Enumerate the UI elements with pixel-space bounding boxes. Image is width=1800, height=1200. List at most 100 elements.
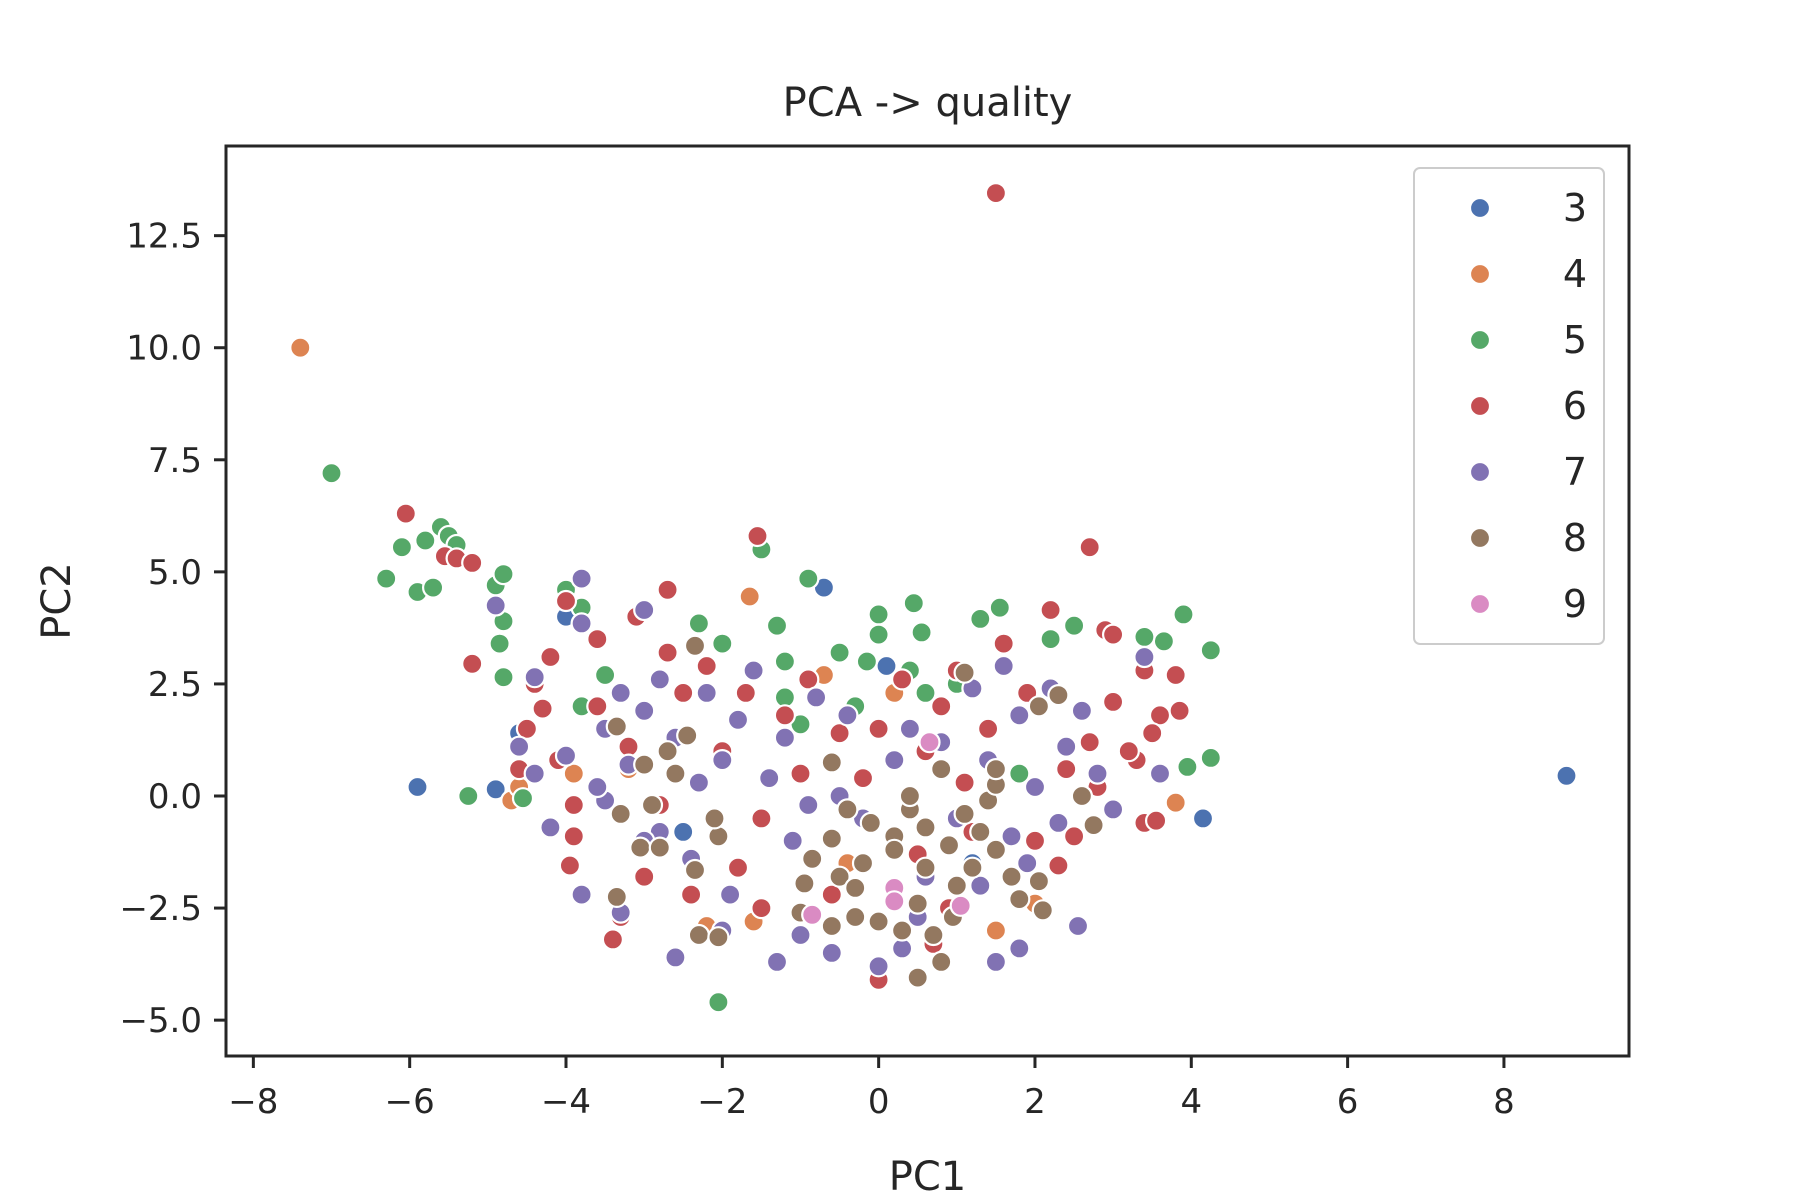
point-3-8 xyxy=(672,820,695,844)
point-6-49 xyxy=(750,807,773,830)
point-8-49 xyxy=(1082,813,1105,837)
point-5-32 xyxy=(828,641,851,664)
point-6-46 xyxy=(789,762,812,785)
point-6-55 xyxy=(695,654,718,678)
point-6-1 xyxy=(394,502,417,525)
point-8-36 xyxy=(969,820,992,844)
point-8-6 xyxy=(640,793,664,817)
point-8-18 xyxy=(801,847,824,870)
point-5-38 xyxy=(1176,755,1199,779)
y-axis-title: PC2 xyxy=(34,562,80,640)
point-6-41 xyxy=(1047,854,1070,877)
point-8-10 xyxy=(605,885,628,909)
point-5-10 xyxy=(492,562,515,586)
point-9-3 xyxy=(883,890,906,913)
point-7-16 xyxy=(507,735,531,758)
legend-label-6: 6 xyxy=(1563,384,1587,428)
point-8-7 xyxy=(609,802,632,826)
point-5-2 xyxy=(390,536,413,559)
point-7-61 xyxy=(781,829,804,852)
x-tick-label: −6 xyxy=(385,1082,435,1122)
legend-entries: 3 4 5 6 7 8 9 xyxy=(1468,186,1587,626)
point-8-15 xyxy=(703,807,726,830)
point-6-72 xyxy=(953,771,976,794)
point-3-7 xyxy=(1555,764,1578,787)
point-5-13 xyxy=(492,666,515,689)
y-axis-ticks: −5.0 −2.5 0.0 2.5 5.0 7.5 10.0 12.5 xyxy=(119,217,226,1041)
y-tick-label: −2.5 xyxy=(119,889,202,929)
point-8-8 xyxy=(629,836,652,859)
point-7-40 xyxy=(1008,704,1031,727)
point-5-33 xyxy=(1172,603,1195,626)
point-6-65 xyxy=(890,668,914,691)
y-tick-label: 2.5 xyxy=(148,665,202,705)
point-6-7 xyxy=(1078,536,1101,559)
point-8-45 xyxy=(1031,899,1054,922)
point-6-68 xyxy=(1055,757,1078,781)
point-9-0 xyxy=(918,731,941,754)
x-tick-label: 2 xyxy=(1024,1082,1046,1122)
point-6-63 xyxy=(586,695,609,718)
point-8-42 xyxy=(898,784,922,808)
point-5-31 xyxy=(773,650,797,673)
legend-box xyxy=(1413,167,1605,645)
point-7-48 xyxy=(718,883,742,906)
point-6-9 xyxy=(586,627,609,651)
point-7-33 xyxy=(867,955,890,978)
x-tick-label: −4 xyxy=(541,1082,591,1122)
series-9 xyxy=(801,731,972,926)
legend-label-4: 4 xyxy=(1563,252,1587,296)
x-tick-label: 8 xyxy=(1493,1082,1515,1122)
point-5-5 xyxy=(422,576,445,599)
point-6-14 xyxy=(867,717,890,740)
point-6-6 xyxy=(746,524,769,548)
point-4-7 xyxy=(1164,791,1187,814)
point-6-47 xyxy=(672,681,695,705)
point-6-50 xyxy=(828,722,851,745)
point-5-20 xyxy=(765,614,789,637)
point-8-34 xyxy=(937,834,961,857)
point-8-55 xyxy=(1000,865,1023,888)
point-5-12 xyxy=(488,632,511,655)
y-tick-label: 0.0 xyxy=(148,777,202,817)
point-6-43 xyxy=(992,632,1015,655)
point-5-26 xyxy=(867,623,890,646)
point-7-60 xyxy=(1047,811,1070,835)
point-6-31 xyxy=(1101,623,1125,646)
point-6-61 xyxy=(726,856,750,879)
point-6-71 xyxy=(1117,740,1140,763)
point-8-14 xyxy=(707,825,730,848)
point-8-40 xyxy=(984,757,1008,781)
point-6-62 xyxy=(1023,829,1047,852)
point-6-22 xyxy=(562,793,585,817)
point-8-5 xyxy=(664,762,687,785)
point-8-51 xyxy=(914,856,937,879)
point-7-57 xyxy=(836,704,859,727)
point-5-47 xyxy=(593,663,617,687)
point-7-0 xyxy=(570,567,593,590)
legend-label-7: 7 xyxy=(1563,450,1587,494)
point-6-40 xyxy=(1144,809,1168,832)
point-8-12 xyxy=(707,926,730,949)
point-5-25 xyxy=(988,596,1011,619)
point-6-66 xyxy=(976,717,1000,740)
legend-label-8: 8 xyxy=(1563,516,1587,560)
point-7-59 xyxy=(586,775,609,799)
point-6-19 xyxy=(515,717,539,740)
point-6-18 xyxy=(531,697,554,720)
point-8-47 xyxy=(1027,695,1051,718)
point-7-22 xyxy=(648,668,671,691)
point-7-53 xyxy=(1016,852,1039,875)
point-7-8 xyxy=(984,950,1008,974)
point-5-37 xyxy=(1199,746,1222,770)
legend-label-3: 3 xyxy=(1563,186,1587,230)
x-axis-ticks: −8 −6 −4 −2 0 2 4 6 8 xyxy=(228,1056,1515,1122)
point-4-4 xyxy=(562,762,585,785)
point-8-27 xyxy=(906,892,929,915)
plot-frame xyxy=(224,144,1631,1058)
series-5 xyxy=(320,462,1222,1014)
point-7-21 xyxy=(633,699,656,722)
point-8-46 xyxy=(1047,683,1070,707)
point-8-50 xyxy=(945,874,968,897)
